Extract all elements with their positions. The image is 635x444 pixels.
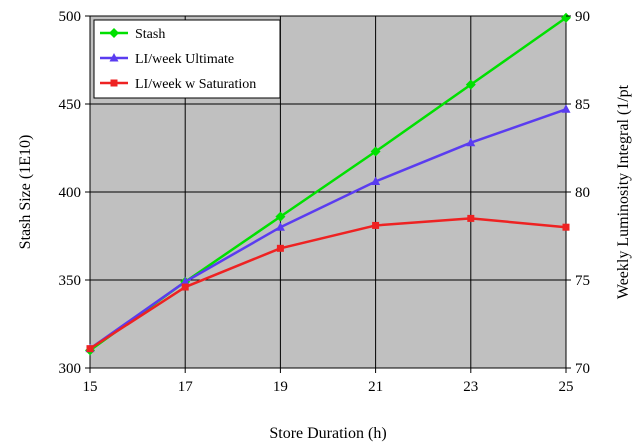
data-point-li-week-ultimate — [371, 176, 381, 185]
axes: 15 17 19 21 23 25 300 350 400 450 500 70 75 80 85 90 — [59, 9, 591, 395]
y-tick-label: 500 — [59, 9, 82, 25]
x-tick-label: 23 — [463, 379, 478, 395]
y2-tick-label: 75 — [575, 273, 590, 289]
data-point-li-week-ultimate — [180, 276, 190, 286]
legend-label-stash: Stash — [135, 27, 165, 42]
x-tick-label: 21 — [368, 379, 383, 395]
data-point-stash — [370, 146, 381, 157]
legend: Stash LI/week Ultimate LI/week w Saturat… — [93, 19, 281, 99]
y-tick-label: 350 — [59, 273, 82, 289]
y2-tick-label: 90 — [575, 9, 590, 25]
data-point-li-week-w-saturation — [562, 223, 570, 231]
legend-marker-li-saturation — [110, 79, 118, 87]
data-point-stash — [465, 79, 476, 90]
series-line-li-week-w-saturation — [89, 217, 567, 350]
data-point-li-week-w-saturation — [467, 214, 475, 222]
data-point-li-week-w-saturation — [372, 221, 380, 229]
legend-label-li-saturation: LI/week w Saturation — [135, 77, 256, 92]
data-point-li-week-ultimate — [466, 137, 476, 147]
data-point-li-week-ultimate — [275, 222, 285, 231]
legend-marker-stash — [109, 28, 119, 38]
data-point-li-week-w-saturation — [86, 345, 94, 353]
x-tick-label: 19 — [273, 379, 288, 395]
series-line-li-week-ultimate — [89, 108, 567, 350]
y2-axis-label: Weekly Luminosity Integral (1/pt — [615, 84, 632, 299]
y-axis-label: Stash Size (1E10) — [17, 135, 34, 250]
data-point-stash — [275, 211, 286, 222]
y-tick-label: 400 — [59, 185, 82, 201]
x-axis-label: Store Duration (h) — [269, 425, 386, 442]
legend-label-li-ultimate: LI/week Ultimate — [135, 52, 234, 67]
x-tick-label: 15 — [83, 379, 98, 395]
data-point-li-week-w-saturation — [276, 244, 284, 252]
series-layer — [85, 12, 571, 356]
y2-tick-label: 80 — [575, 185, 590, 201]
y2-tick-label: 70 — [575, 361, 590, 377]
y-tick-label: 300 — [59, 361, 82, 377]
y-tick-label: 450 — [59, 97, 82, 113]
legend-marker-li-ultimate — [109, 53, 119, 62]
data-point-stash — [561, 12, 571, 23]
data-point-li-week-w-saturation — [181, 283, 189, 291]
x-tick-label: 25 — [559, 379, 574, 395]
y2-tick-label: 85 — [575, 97, 590, 113]
x-tick-label: 17 — [178, 379, 194, 395]
data-point-li-week-ultimate — [561, 104, 571, 113]
